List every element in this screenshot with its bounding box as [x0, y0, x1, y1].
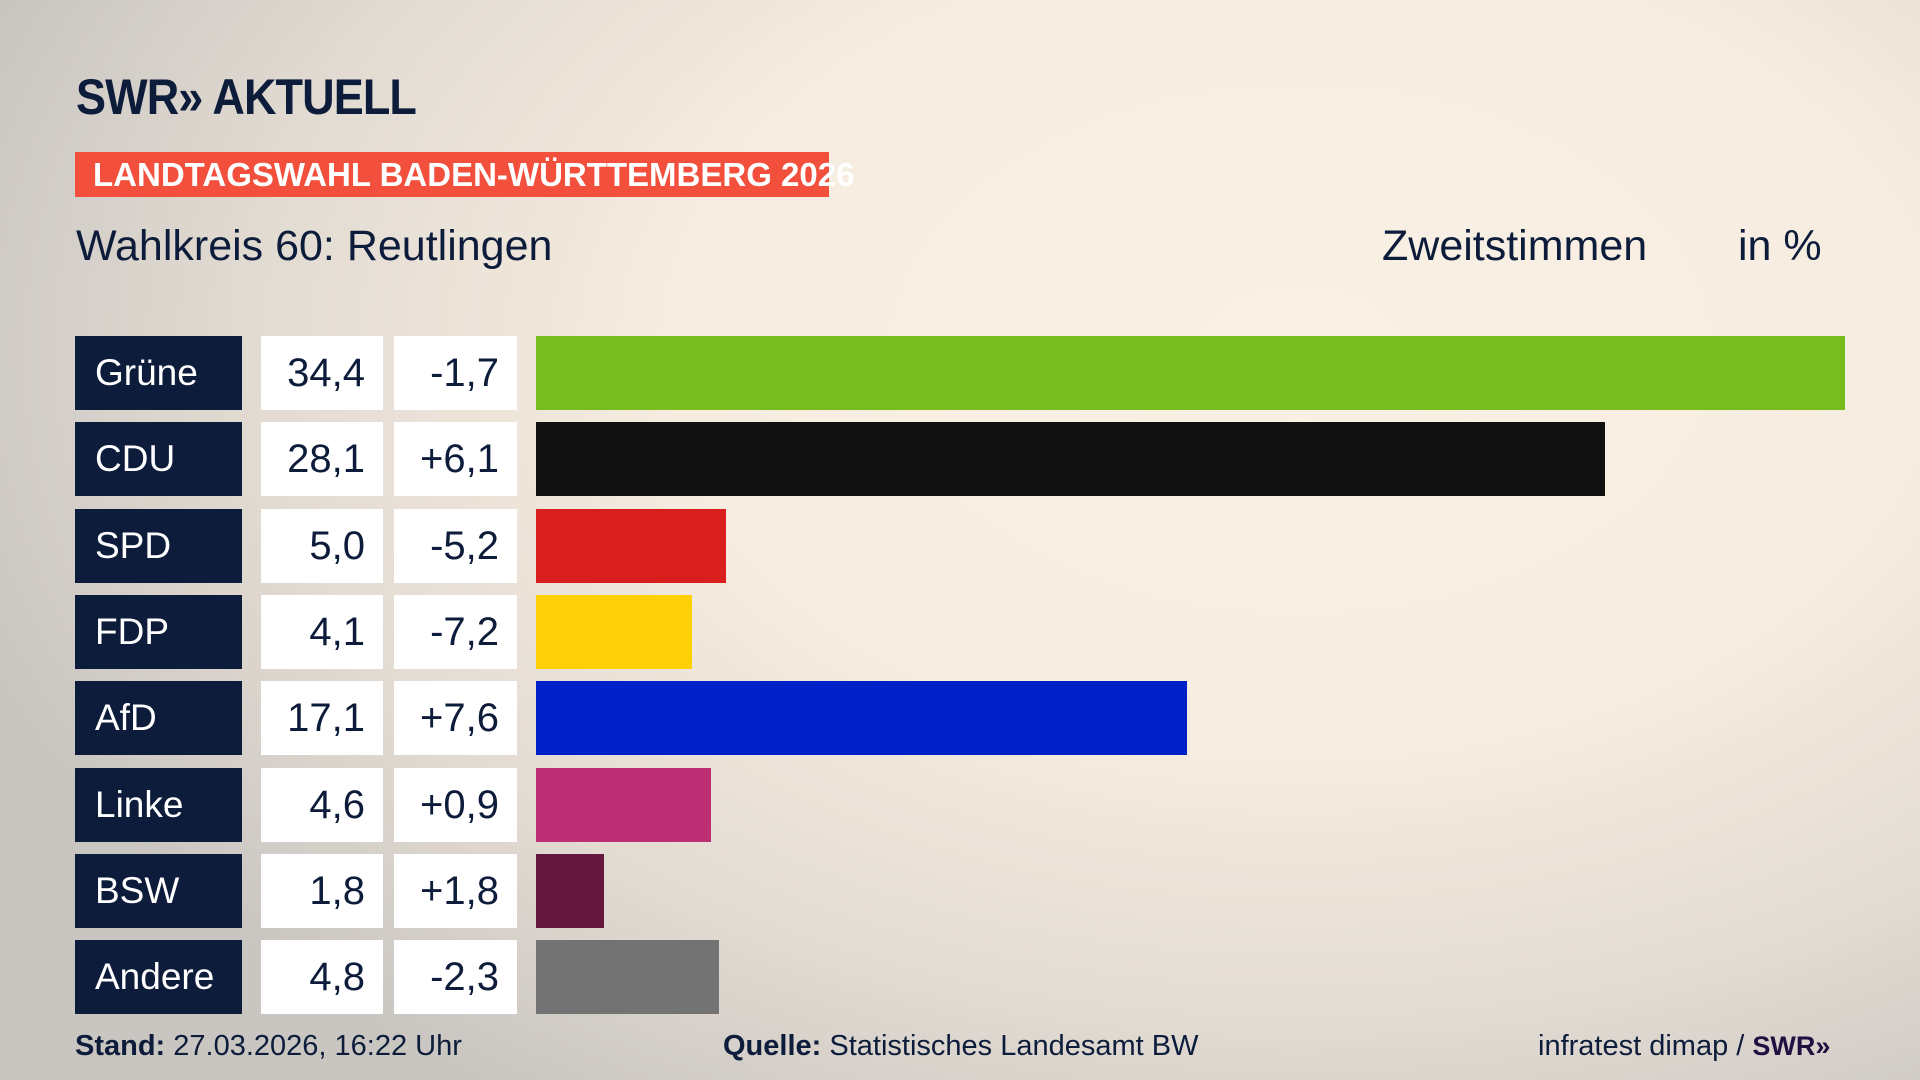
party-name: SPD [75, 508, 242, 583]
party-bar [536, 853, 605, 928]
party-change: -2,3 [394, 940, 517, 1015]
party-name: BSW [75, 853, 242, 928]
party-row: Linke 4,6 +0,9 [0, 767, 1920, 842]
credit-text: infratest dimap / [1538, 1030, 1753, 1062]
source: Quelle: Statistisches Landesamt BW [723, 1030, 1198, 1063]
party-bar [536, 681, 1187, 756]
party-row: CDU 28,1 +6,1 [0, 422, 1920, 497]
party-value: 28,1 [261, 422, 383, 497]
party-value: 4,6 [261, 767, 383, 842]
party-name: CDU [75, 422, 242, 497]
party-name: FDP [75, 594, 242, 669]
party-bar [536, 336, 1845, 410]
party-bar [536, 422, 1606, 497]
source-value: Statistisches Landesamt BW [829, 1030, 1199, 1062]
party-change: -7,2 [394, 594, 517, 669]
party-row: AfD 17,1 +7,6 [0, 681, 1920, 756]
party-row: Andere 4,8 -2,3 [0, 940, 1920, 1015]
timestamp: Stand: 27.03.2026, 16:22 Uhr [75, 1030, 462, 1063]
party-name: Linke [75, 767, 242, 842]
party-bar [536, 594, 692, 669]
party-change: +6,1 [394, 422, 517, 497]
party-row: FDP 4,1 -7,2 [0, 594, 1920, 669]
party-name: Andere [75, 940, 242, 1015]
party-change: +7,6 [394, 681, 517, 756]
district-title: Wahlkreis 60: Reutlingen [76, 222, 553, 270]
stand-value: 27.03.2026, 16:22 Uhr [173, 1030, 462, 1062]
party-row: SPD 5,0 -5,2 [0, 508, 1920, 583]
swr-logo: SWR» [1752, 1031, 1831, 1061]
party-value: 1,8 [261, 853, 383, 928]
party-name: Grüne [75, 336, 242, 410]
party-row: BSW 1,8 +1,8 [0, 853, 1920, 928]
party-row: Grüne 34,4 -1,7 [0, 336, 1920, 410]
party-bar [536, 508, 727, 583]
vote-type-label: Zweitstimmen [1382, 222, 1648, 270]
source-label: Quelle: [723, 1030, 822, 1062]
party-name: AfD [75, 681, 242, 756]
party-bar [536, 767, 712, 842]
party-change: +1,8 [394, 853, 517, 928]
swr-aktuell-logo: SWR» AKTUELL [76, 69, 417, 125]
party-value: 4,1 [261, 594, 383, 669]
stand-label: Stand: [75, 1030, 166, 1062]
election-banner: LANDTAGSWAHL BADEN-WÜRTTEMBERG 2026 [75, 152, 854, 197]
party-change: -5,2 [394, 508, 517, 583]
party-change: +0,9 [394, 767, 517, 842]
party-bar [536, 940, 719, 1015]
unit-label: in % [1738, 222, 1822, 270]
party-value: 34,4 [261, 336, 383, 410]
party-value: 17,1 [261, 681, 383, 756]
credit: infratest dimap / SWR» [1538, 1030, 1830, 1063]
party-value: 5,0 [261, 508, 383, 583]
party-change: -1,7 [394, 336, 517, 410]
party-value: 4,8 [261, 940, 383, 1015]
